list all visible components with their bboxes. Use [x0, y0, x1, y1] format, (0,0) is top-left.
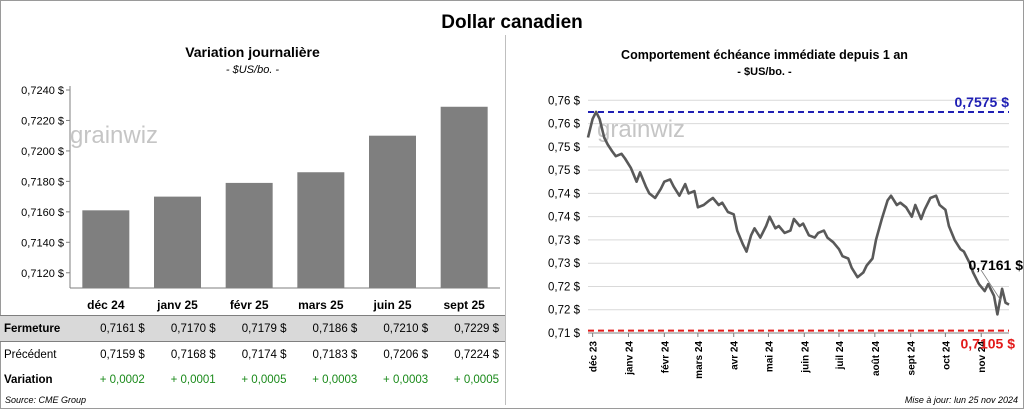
y-tick-label: 0,76 $: [548, 95, 581, 107]
previous-value: 0,7168 $: [170, 348, 216, 361]
x-tick-label: août 24: [871, 341, 882, 376]
x-tick-label: juin 25: [372, 298, 411, 312]
x-tick-label: mai 24: [764, 341, 775, 373]
table-row-previous: Précédent 0,7159 $ 0,7168 $ 0,7174 $ 0,7…: [0, 342, 505, 368]
table-row-variation: Variation + 0,0002 + 0,0001 + 0,0005 + 0…: [0, 367, 505, 392]
row-label: Fermeture: [0, 315, 80, 342]
bar: [82, 210, 130, 288]
bar: [225, 182, 273, 288]
bar-chart-title: Variation journalière: [185, 44, 320, 60]
x-tick-label: janv 25: [156, 298, 198, 312]
row-label: Précédent: [4, 348, 57, 361]
x-tick-label: sept 25: [443, 298, 485, 312]
y-tick-label: 0,74 $: [548, 188, 581, 200]
x-tick-label: oct 24: [941, 341, 952, 370]
y-tick-label: 0,76 $: [548, 119, 581, 131]
close-value: 0,7161 $: [80, 315, 151, 342]
previous-value: 0,7183 $: [312, 348, 358, 361]
bar: [369, 135, 416, 288]
watermark-logo: grainwiz: [597, 116, 685, 143]
price-table: Fermeture 0,7161 $ 0,7170 $ 0,7179 $ 0,7…: [0, 315, 505, 392]
x-tick-label: juin 24: [800, 341, 811, 374]
watermark-logo: grainwiz: [70, 122, 158, 149]
y-tick-label: 0,7200 $: [21, 146, 64, 158]
y-tick-label: 0,73 $: [548, 258, 581, 270]
y-tick-label: 0,7140 $: [21, 237, 64, 249]
y-tick-label: 0,74 $: [548, 212, 581, 224]
bar: [297, 172, 345, 288]
variation-value: + 0,0003: [383, 373, 429, 386]
previous-value: 0,7206 $: [383, 348, 429, 361]
x-tick-label: nov 24: [977, 341, 988, 373]
table-row-close: Fermeture 0,7161 $ 0,7170 $ 0,7179 $ 0,7…: [0, 315, 505, 342]
variation-value: + 0,0003: [312, 373, 358, 386]
x-tick-label: mars 24: [694, 341, 705, 379]
x-tick-label: déc 23: [589, 341, 600, 373]
panel-divider: [505, 35, 506, 405]
variation-value: + 0,0005: [453, 373, 499, 386]
high-label: 0,7575 $: [955, 94, 1010, 110]
variation-value: + 0,0002: [99, 373, 145, 386]
y-tick-label: 0,71 $: [548, 328, 581, 340]
previous-value: 0,7159 $: [100, 348, 145, 361]
close-value: 0,7170 $: [150, 315, 222, 342]
last-value-leader: [980, 269, 1002, 301]
row-label: Variation: [4, 373, 53, 386]
bar: [440, 106, 488, 288]
y-tick-label: 0,72 $: [548, 305, 581, 317]
y-tick-label: 0,75 $: [548, 142, 581, 154]
x-tick-label: sept 24: [907, 341, 918, 376]
low-label: 0,7105 $: [961, 336, 1016, 352]
y-tick-label: 0,73 $: [548, 235, 581, 247]
close-value: 0,7210 $: [363, 315, 435, 342]
y-tick-label: 0,7240 $: [21, 85, 64, 97]
y-tick-label: 0,7120 $: [21, 268, 64, 280]
line-chart: grainwiz 0,71 $ 0,72 $ 0,72 $ 0,73 $ 0,73 $ 0…: [548, 94, 1024, 379]
source-note: Source: CME Group: [5, 395, 87, 405]
x-tick-label: déc 24: [87, 298, 125, 312]
close-value: 0,7186 $: [292, 315, 364, 342]
last-value-label: 0,7161 $: [969, 257, 1024, 273]
x-tick-label: janv 24: [624, 341, 635, 376]
previous-value: 0,7174 $: [241, 348, 287, 361]
variation-value: + 0,0005: [241, 373, 287, 386]
close-value: 0,7229 $: [434, 315, 505, 342]
x-tick-label: avr 24: [730, 341, 741, 370]
x-tick-label: févr 25: [230, 298, 269, 312]
y-tick-label: 0,7180 $: [21, 176, 64, 188]
bar: [154, 196, 201, 288]
line-chart-title: Comportement échéance immédiate depuis 1…: [621, 48, 908, 62]
x-tick-label: mars 25: [298, 298, 344, 312]
update-note: Mise à jour: lun 25 nov 2024: [904, 395, 1018, 405]
variation-value: + 0,0001: [170, 373, 216, 386]
x-tick-label: juil 24: [835, 341, 846, 371]
line-chart-subtitle: - $US/bo. -: [737, 66, 792, 78]
y-tick-label: 0,7220 $: [21, 115, 64, 127]
y-tick-label: 0,72 $: [548, 281, 581, 293]
price-series-line: [586, 110, 1010, 316]
close-value: 0,7179 $: [221, 315, 293, 342]
page-title: Dollar canadien: [441, 12, 583, 33]
bar-chart-subtitle: - $US/bo. -: [225, 64, 280, 76]
x-tick-label: févr 24: [660, 341, 671, 374]
previous-value: 0,7224 $: [454, 348, 499, 361]
y-tick-label: 0,7160 $: [21, 207, 64, 219]
bar-chart: grainwiz 0,7120 $ 0,7140 $ 0,7160 $ 0,7180 …: [21, 85, 500, 312]
y-tick-label: 0,75 $: [548, 165, 581, 177]
